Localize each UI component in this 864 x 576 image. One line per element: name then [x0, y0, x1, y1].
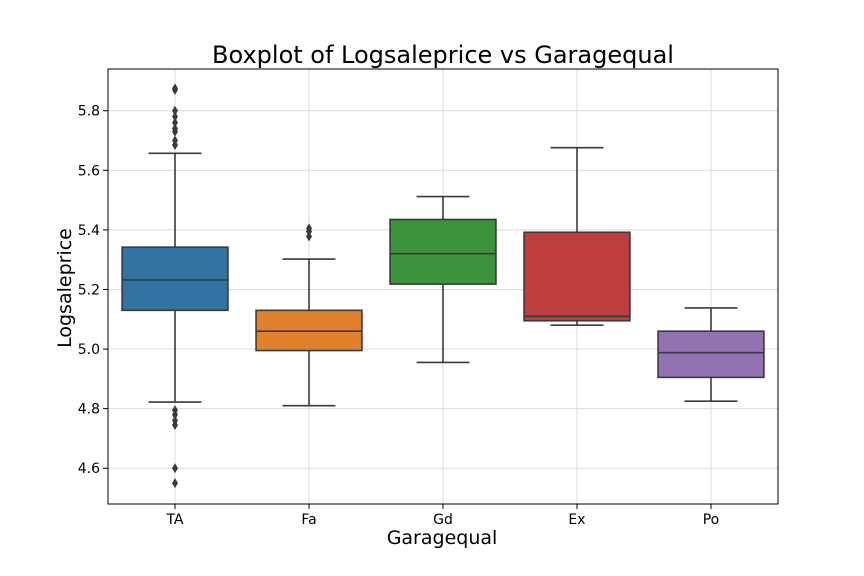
- outlier-point: [172, 409, 178, 420]
- outlier-point: [172, 105, 178, 116]
- x-tick-label: Po: [703, 512, 720, 528]
- y-tick-label: 5.4: [78, 223, 100, 239]
- outlier-point: [306, 223, 312, 234]
- outlier-point: [172, 117, 178, 128]
- outlier-point: [172, 420, 178, 431]
- outlier-point: [172, 111, 178, 122]
- chart-title: Boxplot of Logsaleprice vs Garagequal: [212, 41, 674, 69]
- y-tick-label: 5.6: [78, 163, 100, 179]
- box-series: [121, 83, 765, 489]
- outlier-point: [306, 231, 312, 242]
- box-group-ta: [121, 83, 229, 489]
- y-axis-ticks: 4.6 4.8 5.0 5.2 5.4 5.6 5.8: [78, 104, 108, 477]
- x-tick-label: Ex: [568, 512, 585, 528]
- box-group-po: [657, 307, 765, 403]
- y-tick-label: 4.6: [78, 461, 100, 477]
- outlier-point: [172, 135, 178, 146]
- iqr-box: [657, 330, 765, 379]
- iqr-box: [121, 246, 229, 312]
- x-axis-label: Garagequal: [387, 527, 498, 549]
- outlier-point: [172, 83, 178, 94]
- y-axis-label: Logsaleprice: [54, 228, 76, 348]
- y-tick-label: 5.0: [78, 342, 100, 358]
- y-tick-label: 5.8: [78, 104, 100, 120]
- iqr-box: [389, 218, 497, 285]
- y-tick-label: 5.2: [78, 282, 100, 298]
- outlier-point: [172, 123, 178, 134]
- y-tick-label: 4.8: [78, 402, 100, 418]
- box-group-fa: [255, 223, 363, 407]
- x-tick-label: Fa: [301, 512, 316, 528]
- x-axis-ticks: TA Fa Gd Ex Po: [165, 504, 719, 528]
- box-group-gd: [389, 195, 497, 364]
- x-tick-label: Gd: [433, 512, 453, 528]
- outlier-point: [172, 478, 178, 489]
- x-tick-label: TA: [165, 512, 183, 528]
- box-group-ex: [523, 146, 631, 327]
- iqr-box: [523, 231, 631, 322]
- outlier-point: [172, 463, 178, 474]
